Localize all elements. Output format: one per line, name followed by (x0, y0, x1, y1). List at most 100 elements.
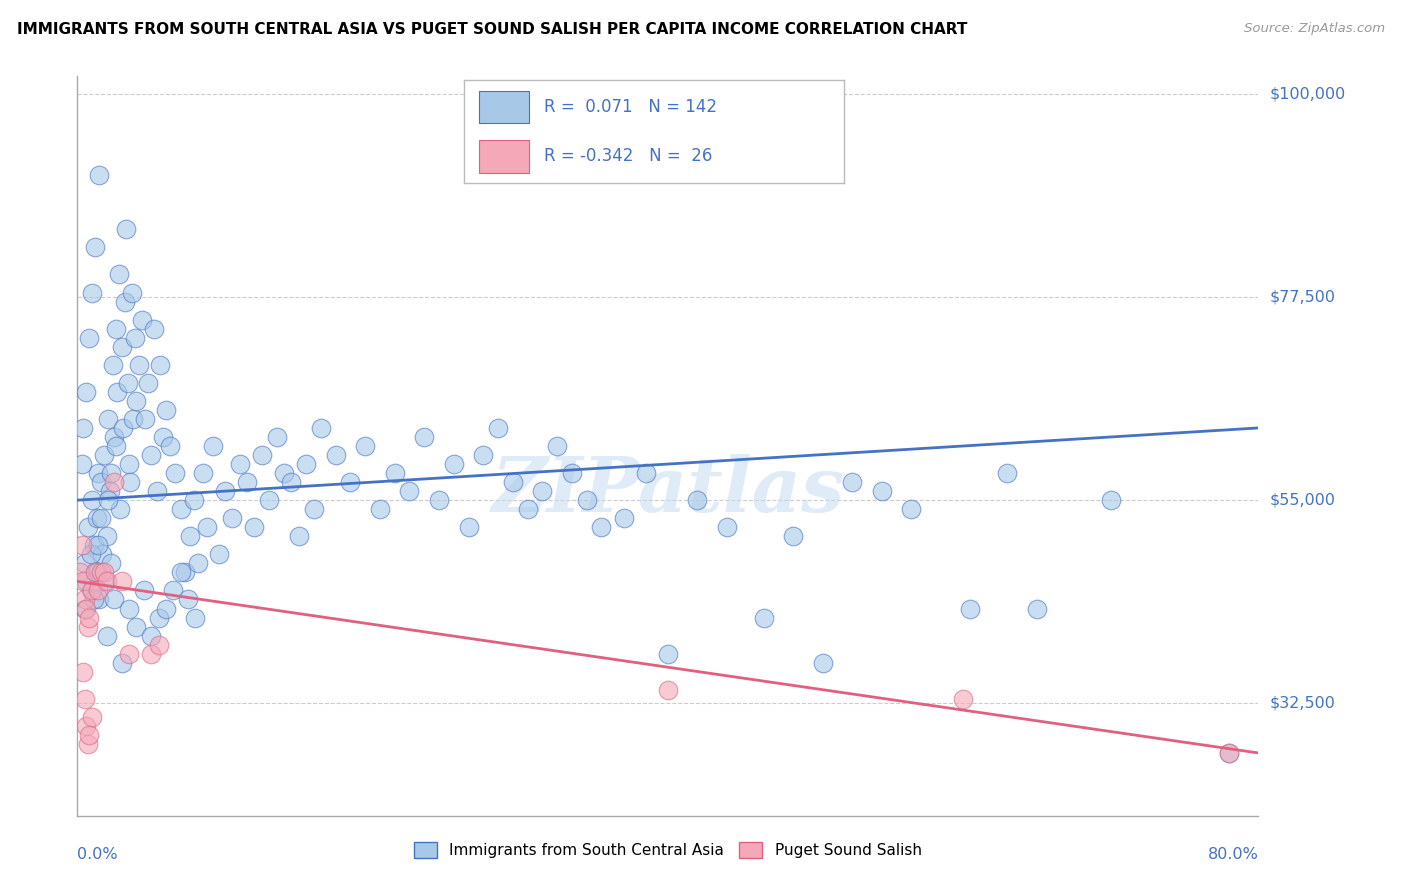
Point (841, 475, 863, 489)
Point (413, 430, 436, 444)
Text: $100,000: $100,000 (1270, 87, 1346, 102)
Point (108, 502, 131, 516)
Point (561, 466, 583, 480)
Point (89, 168, 111, 182)
Point (1218, 746, 1240, 760)
Point (202, 439, 225, 453)
Point (472, 448, 495, 462)
Point (101, 358, 124, 372)
Point (118, 457, 141, 471)
Point (162, 583, 184, 598)
Point (82, 493, 104, 508)
Text: $55,000: $55,000 (1270, 492, 1336, 508)
Point (339, 475, 361, 489)
Point (141, 448, 163, 462)
Point (657, 682, 679, 697)
Point (83, 592, 105, 607)
Point (111, 574, 132, 589)
Point (143, 321, 166, 335)
Point (72, 421, 94, 435)
Point (177, 592, 200, 607)
Text: Source: ZipAtlas.com: Source: ZipAtlas.com (1244, 22, 1385, 36)
Point (591, 520, 613, 534)
Point (309, 421, 332, 435)
Point (83, 538, 105, 552)
Point (76, 619, 98, 633)
Point (122, 412, 145, 426)
Text: R =  0.071   N = 142: R = 0.071 N = 142 (544, 98, 717, 116)
Point (73, 601, 96, 615)
Point (70, 538, 93, 552)
Point (93, 448, 115, 462)
Point (118, 601, 141, 615)
Point (686, 493, 709, 508)
Text: 0.0%: 0.0% (77, 847, 118, 862)
Point (134, 412, 156, 426)
Point (105, 384, 128, 399)
Point (73, 691, 96, 706)
Point (131, 312, 153, 326)
Point (103, 592, 125, 607)
Point (236, 475, 259, 489)
Point (782, 529, 804, 543)
Point (76, 520, 98, 534)
Text: ZIPatlas: ZIPatlas (491, 454, 845, 528)
Point (70, 457, 93, 471)
Bar (479, 91, 529, 123)
Point (266, 430, 288, 444)
Point (457, 520, 479, 534)
Point (77, 610, 100, 624)
Point (107, 268, 129, 282)
Point (183, 493, 205, 508)
Point (82, 583, 104, 598)
Point (115, 222, 138, 236)
Point (149, 358, 172, 372)
Point (250, 448, 273, 462)
Point (103, 475, 125, 489)
Point (87, 466, 110, 480)
Point (112, 421, 135, 435)
Point (146, 484, 169, 499)
Point (148, 610, 170, 624)
Point (546, 439, 568, 453)
Point (82, 285, 104, 300)
Point (288, 529, 311, 543)
Point (531, 484, 554, 499)
Point (502, 475, 524, 489)
Point (155, 403, 177, 417)
Point (90, 511, 112, 525)
Point (94, 574, 117, 589)
Point (96, 574, 118, 589)
Point (657, 647, 679, 661)
Point (124, 331, 146, 345)
Point (93, 566, 115, 580)
Point (752, 610, 775, 624)
Point (634, 466, 657, 480)
Point (72, 665, 94, 679)
Point (952, 691, 974, 706)
Point (96, 629, 118, 643)
Legend: Immigrants from South Central Asia, Puget Sound Salish: Immigrants from South Central Asia, Puge… (408, 836, 928, 864)
Point (1026, 601, 1049, 615)
Point (75, 719, 97, 733)
Point (259, 493, 281, 508)
Point (79, 547, 101, 561)
Point (1099, 493, 1122, 508)
Point (325, 448, 347, 462)
Point (870, 484, 893, 499)
Point (174, 566, 197, 580)
Point (221, 511, 243, 525)
Point (613, 511, 636, 525)
Point (486, 421, 509, 435)
Point (86, 511, 108, 525)
Point (96, 529, 118, 543)
Bar (479, 140, 529, 173)
Point (997, 466, 1019, 480)
Point (132, 583, 155, 598)
Point (84, 566, 107, 580)
Point (76, 737, 98, 751)
Point (69, 566, 91, 580)
Point (125, 393, 148, 408)
Point (121, 285, 143, 300)
Text: 80.0%: 80.0% (1208, 847, 1258, 862)
